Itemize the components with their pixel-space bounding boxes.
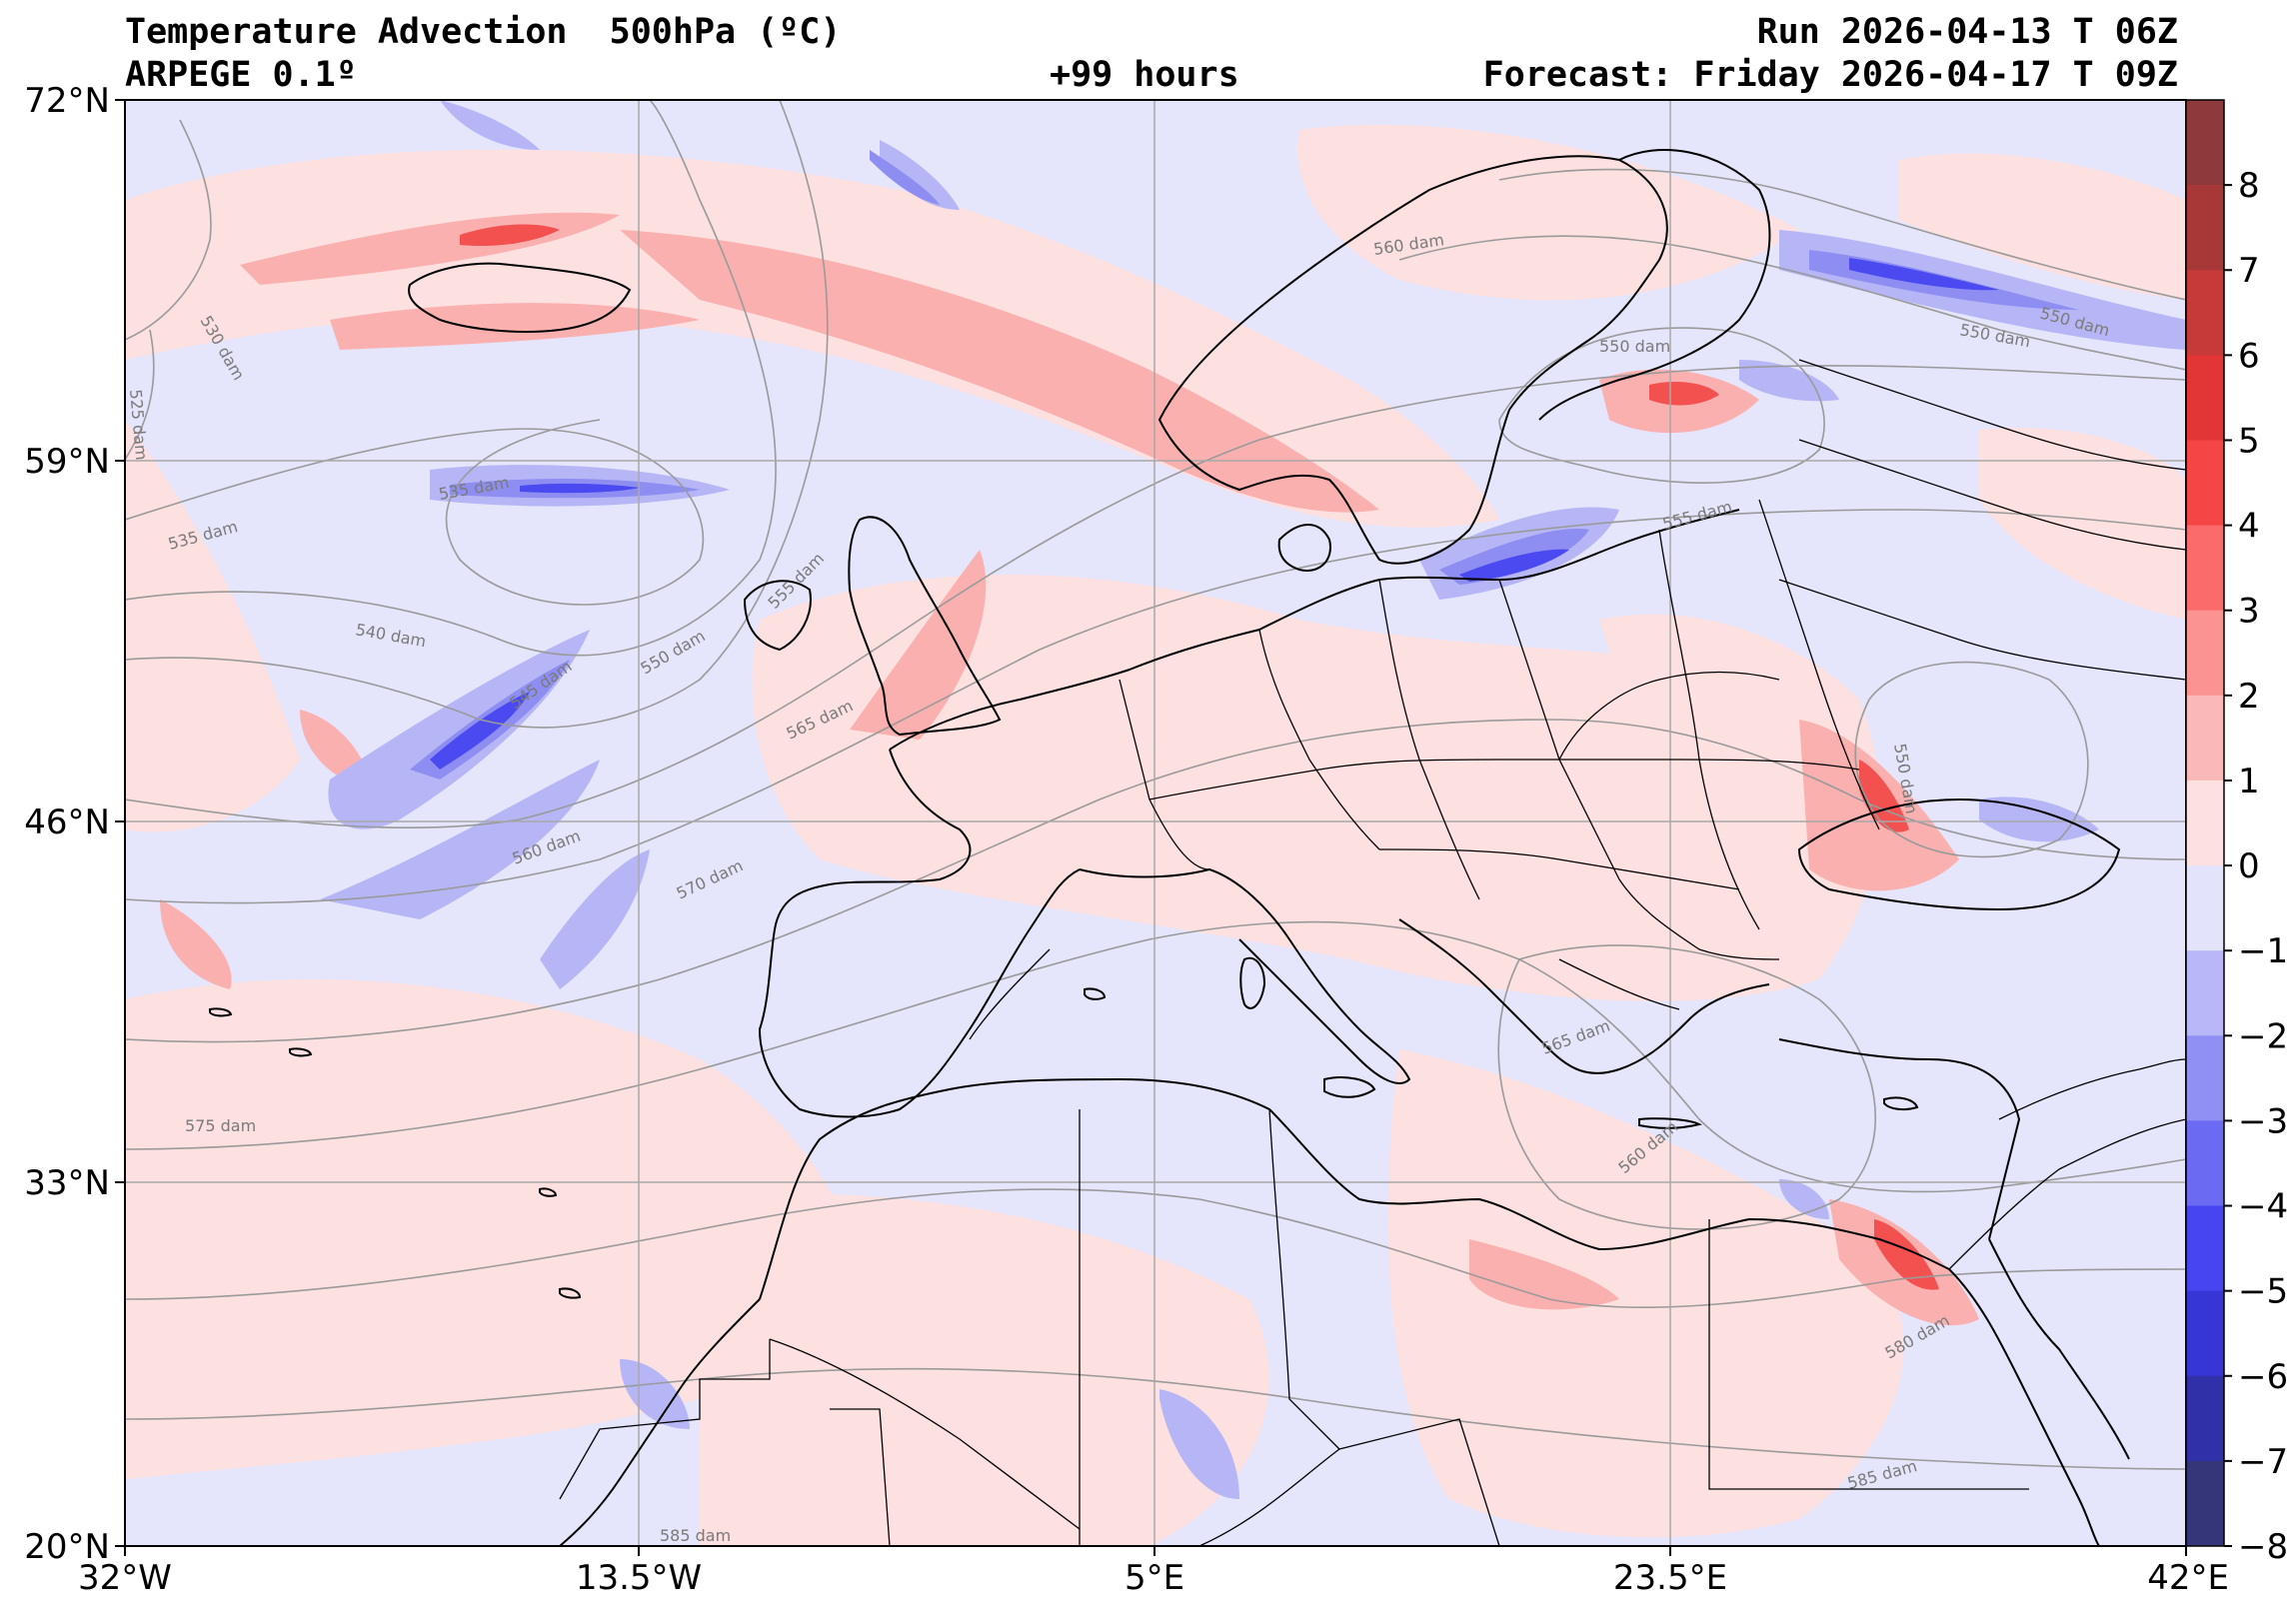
lat-label: 72°N bbox=[24, 81, 110, 121]
colorbar-tick-label: 3 bbox=[2238, 592, 2260, 632]
colorbar-tick-label: 1 bbox=[2238, 762, 2260, 802]
colorbar-band bbox=[2186, 270, 2224, 356]
lon-label: 23.5°E bbox=[1613, 1558, 1727, 1598]
italy-coast bbox=[1079, 867, 1411, 1084]
colorbar-band bbox=[2186, 100, 2224, 186]
forecast-hours: +99 hours bbox=[1050, 55, 1239, 95]
denmark-coast bbox=[1277, 524, 1331, 572]
red-sea-coast bbox=[1948, 1268, 2100, 1546]
colorbar-frame bbox=[2185, 99, 2225, 1547]
finland-coast bbox=[1538, 149, 1771, 421]
colorbar-band bbox=[2186, 610, 2224, 697]
sardinia-coast bbox=[1239, 956, 1266, 1009]
colorbar-tick-label: −3 bbox=[2238, 1101, 2288, 1141]
lat-label: 20°N bbox=[24, 1527, 110, 1567]
colorbar-tick-label: −5 bbox=[2238, 1272, 2288, 1312]
colorbar-tick-label: 6 bbox=[2238, 336, 2260, 376]
colorbar-band bbox=[2186, 1375, 2224, 1462]
lon-label: 42°E bbox=[2147, 1558, 2229, 1598]
colorbar-band bbox=[2186, 695, 2224, 782]
colorbar-tick-label: 5 bbox=[2238, 421, 2260, 461]
colorbar-tick-label: 2 bbox=[2238, 677, 2260, 717]
iberia-coast bbox=[758, 749, 1081, 1118]
model-name: ARPEGE 0.1º bbox=[125, 55, 357, 95]
colorbar-tick-label: −2 bbox=[2238, 1016, 2288, 1056]
lat-label: 33°N bbox=[24, 1163, 110, 1203]
morocco-coast bbox=[559, 1298, 761, 1546]
lon-label: 13.5°W bbox=[576, 1558, 702, 1598]
sinai-coast bbox=[1988, 1238, 2130, 1460]
contour-label: 550 dam bbox=[1599, 337, 1670, 356]
run-time: Run 2026-04-13 T 06Z bbox=[1756, 12, 2178, 52]
levant-coast bbox=[1778, 1038, 2021, 1240]
scandinavia-coast bbox=[1157, 155, 1668, 565]
black-sea-coast bbox=[1797, 798, 2121, 911]
sicily-coast bbox=[1323, 1076, 1376, 1098]
cyprus-coast bbox=[1883, 1096, 1919, 1111]
country-borders bbox=[559, 359, 2186, 1546]
colorbar-tick-label: 7 bbox=[2238, 251, 2260, 291]
colorbar-band bbox=[2186, 1120, 2224, 1207]
colorbar-tick-label: 0 bbox=[2238, 846, 2260, 886]
geopotential-contours bbox=[125, 100, 2186, 1470]
balkans-coast bbox=[1398, 918, 1770, 1074]
lon-label: 32°W bbox=[78, 1558, 172, 1598]
colorbar-tick-label: −1 bbox=[2238, 931, 2288, 971]
colorbar-band bbox=[2186, 865, 2224, 951]
graticule bbox=[125, 100, 2186, 1546]
colorbar-band bbox=[2186, 950, 2224, 1036]
colorbar: 8 7 6 5 4 3 2 1 0 −1 −2 −3 −4 −5 −6 −7 −8 bbox=[2185, 99, 2288, 1567]
crete-coast bbox=[1638, 1117, 1702, 1129]
iceland-coast bbox=[408, 262, 632, 333]
colorbar-tick-label: −8 bbox=[2238, 1527, 2288, 1567]
longitude-labels: 32°W 13.5°W 5°E 23.5°E 42°E bbox=[78, 1558, 2229, 1598]
canary-islands bbox=[559, 1287, 582, 1299]
lon-label: 5°E bbox=[1125, 1558, 1184, 1598]
colorbar-tick-label: 8 bbox=[2238, 166, 2260, 206]
coastlines-borders bbox=[209, 149, 2130, 1546]
colorbar-band bbox=[2186, 1035, 2224, 1121]
madeira-islands bbox=[539, 1187, 558, 1197]
ireland-coast bbox=[743, 580, 812, 652]
balearic-coast bbox=[1084, 987, 1107, 1000]
colorbar-band bbox=[2186, 1460, 2224, 1547]
continent-north-coast bbox=[889, 509, 1740, 751]
cold-advection-strong bbox=[430, 258, 1999, 770]
contour-label: 585 dam bbox=[660, 1526, 731, 1545]
colorbar-band bbox=[2186, 355, 2224, 441]
contour-label: 575 dam bbox=[185, 1116, 256, 1135]
colorbar-band bbox=[2186, 440, 2224, 527]
lat-label: 59°N bbox=[24, 442, 110, 482]
colorbar-tick-label: −6 bbox=[2238, 1357, 2288, 1397]
colorbar-tick-label: 4 bbox=[2238, 507, 2260, 547]
colorbar-band bbox=[2186, 1205, 2224, 1292]
colorbar-tick-label: −4 bbox=[2238, 1187, 2288, 1227]
map-area: 530 dam 525 dam 535 dam 535 dam 540 dam … bbox=[125, 100, 2186, 1546]
north-africa-coast bbox=[759, 1077, 1950, 1300]
colorbar-band bbox=[2186, 185, 2224, 271]
map-title: Temperature Advection 500hPa (ºC) bbox=[125, 12, 842, 52]
colorbar-band bbox=[2186, 1290, 2224, 1377]
britain-coast bbox=[848, 516, 1002, 737]
lat-label: 46°N bbox=[24, 802, 110, 842]
axis-ticks bbox=[115, 99, 2187, 1556]
forecast-time: Forecast: Friday 2026-04-17 T 09Z bbox=[1482, 55, 2178, 95]
colorbar-band bbox=[2186, 780, 2224, 866]
latitude-labels: 72°N 59°N 46°N 33°N 20°N bbox=[24, 81, 110, 1567]
colorbar-band bbox=[2186, 525, 2224, 612]
colorbar-tick-label: −7 bbox=[2238, 1442, 2288, 1482]
